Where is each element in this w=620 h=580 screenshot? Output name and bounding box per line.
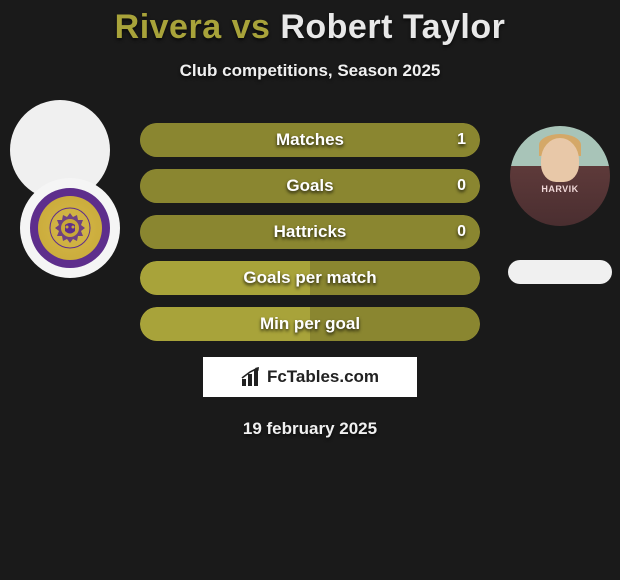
stat-row: Min per goal xyxy=(140,307,480,341)
stat-label: Goals xyxy=(140,169,480,203)
stat-label: Min per goal xyxy=(140,307,480,341)
subtitle: Club competitions, Season 2025 xyxy=(0,61,620,81)
stat-value-right: 0 xyxy=(457,169,466,203)
title-vs: vs xyxy=(232,8,271,46)
player1-name: Rivera xyxy=(115,8,222,46)
stat-row: Matches1 xyxy=(140,123,480,157)
player2-avatar: HARVIK xyxy=(510,126,610,226)
stat-label: Hattricks xyxy=(140,215,480,249)
player1-club-badge xyxy=(20,178,120,278)
stat-row: Goals0 xyxy=(140,169,480,203)
stat-value-right: 1 xyxy=(457,123,466,157)
comparison-title: Rivera vs Robert Taylor xyxy=(0,0,620,47)
stat-label: Matches xyxy=(140,123,480,157)
stat-row: Goals per match xyxy=(140,261,480,295)
stat-label: Goals per match xyxy=(140,261,480,295)
stat-row: Hattricks0 xyxy=(140,215,480,249)
date: 19 february 2025 xyxy=(0,419,620,439)
jersey-text: HARVIK xyxy=(510,184,610,194)
lion-icon xyxy=(45,203,95,253)
bars-icon xyxy=(241,367,263,387)
stat-value-right: 0 xyxy=(457,215,466,249)
player2-name: Robert Taylor xyxy=(280,8,505,46)
brand-text: FcTables.com xyxy=(267,367,379,387)
brand-box: FcTables.com xyxy=(203,357,417,397)
player2-club-badge xyxy=(508,260,612,284)
